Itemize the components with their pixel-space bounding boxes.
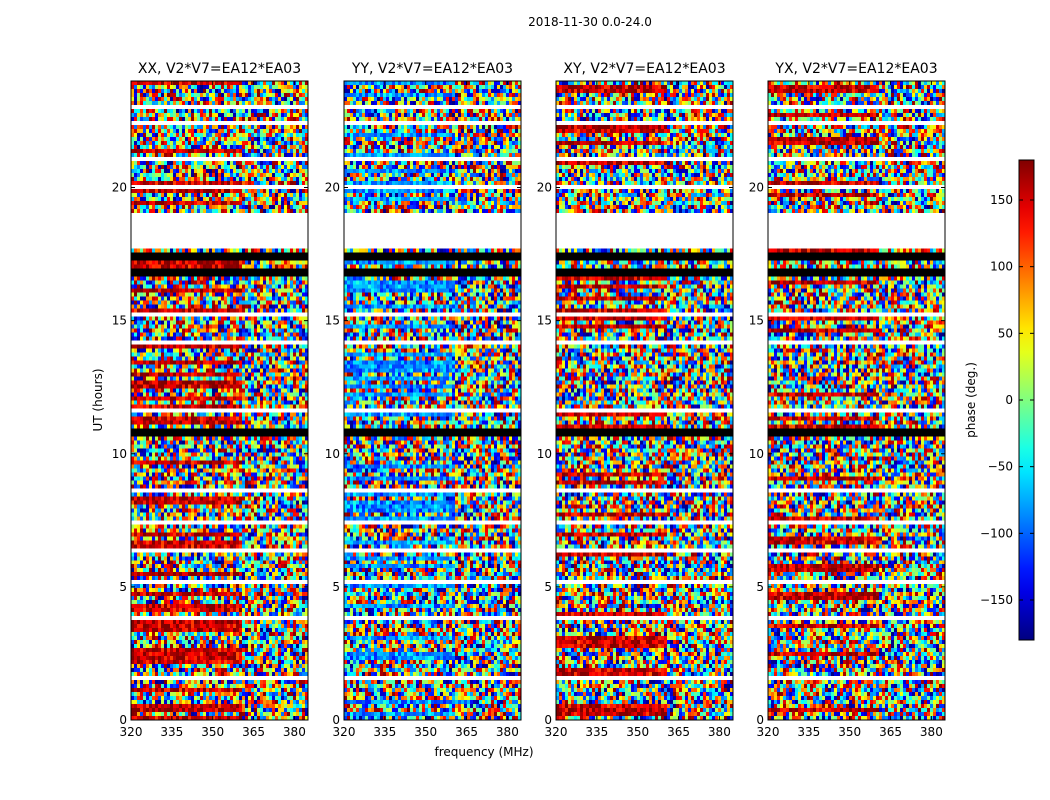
panel-1: YY, V2*V7=EA12*EA03 320 335 350 365 380 0 5 10 15…	[325, 61, 522, 739]
panel-3: YX, V2*V7=EA12*EA03 320 335 350 365 380 0 5 10 15…	[749, 61, 946, 739]
y-tick-label: 10	[325, 447, 340, 461]
panel-title: XY, V2*V7=EA12*EA03	[563, 61, 725, 77]
colorbar-tick-label: 50	[998, 326, 1013, 340]
x-tick-label: 335	[373, 725, 396, 739]
colorbar-tick-label: 100	[990, 260, 1013, 274]
colorbar-tick-label: −150	[980, 593, 1013, 607]
y-tick-label: 5	[119, 580, 127, 594]
colorbar-tick-label: 0	[1005, 393, 1013, 407]
x-tick-label: 380	[283, 725, 306, 739]
x-tick-label: 350	[414, 725, 437, 739]
heatmap-image	[556, 81, 733, 720]
y-tick-label: 15	[112, 314, 127, 328]
panel-title: YX, V2*V7=EA12*EA03	[774, 61, 937, 77]
heatmap-image	[131, 81, 308, 720]
x-tick-label: 350	[626, 725, 649, 739]
x-tick-label: 335	[797, 725, 820, 739]
y-tick-label: 10	[749, 447, 764, 461]
y-tick-label: 15	[749, 314, 764, 328]
y-tick-label: 20	[749, 181, 764, 195]
y-tick-label: 5	[756, 580, 764, 594]
y-tick-label: 15	[325, 314, 340, 328]
panels-group: XX, V2*V7=EA12*EA03 320 335 350 365 380 0 5 10 15…	[112, 61, 946, 739]
heatmap-image	[344, 81, 521, 720]
x-tick-label: 365	[455, 725, 478, 739]
x-tick-label: 335	[160, 725, 183, 739]
y-axis-label: UT (hours)	[91, 368, 105, 431]
x-tick-label: 320	[333, 725, 356, 739]
y-tick-label: 10	[537, 447, 552, 461]
y-tick-label: 10	[112, 447, 127, 461]
colorbar-label: phase (deg.)	[964, 362, 978, 438]
y-tick-label: 20	[537, 181, 552, 195]
plot-frame	[767, 80, 946, 721]
colorbar-tick-label: 150	[990, 193, 1013, 207]
x-tick-label: 365	[667, 725, 690, 739]
y-tick-label: 0	[544, 713, 552, 727]
y-tick-label: 0	[332, 713, 340, 727]
x-tick-label: 350	[201, 725, 224, 739]
colorbar-tick-label: −100	[980, 526, 1013, 540]
x-axis-label: frequency (MHz)	[434, 745, 533, 759]
heatmap-image	[768, 81, 945, 720]
y-tick-label: 0	[756, 713, 764, 727]
panel-2: XY, V2*V7=EA12*EA03 320 335 350 365 380 0 5 10 15…	[537, 61, 734, 739]
x-tick-label: 320	[120, 725, 143, 739]
x-tick-label: 335	[585, 725, 608, 739]
x-tick-label: 380	[708, 725, 731, 739]
x-tick-label: 365	[242, 725, 265, 739]
x-tick-label: 380	[920, 725, 943, 739]
colorbar: −150 −100 −50 0 50 100 150 phase (deg.)	[964, 159, 1035, 641]
x-tick-label: 380	[496, 725, 519, 739]
y-tick-label: 20	[112, 181, 127, 195]
y-tick-label: 15	[537, 314, 552, 328]
y-tick-label: 5	[544, 580, 552, 594]
plot-frame	[555, 80, 734, 721]
x-tick-label: 365	[879, 725, 902, 739]
figure-suptitle: 2018-11-30 0.0-24.0	[528, 15, 652, 29]
x-tick-label: 350	[838, 725, 861, 739]
panel-title: XX, V2*V7=EA12*EA03	[138, 61, 301, 77]
y-tick-label: 0	[119, 713, 127, 727]
x-tick-label: 320	[545, 725, 568, 739]
panel-0: XX, V2*V7=EA12*EA03 320 335 350 365 380 0 5 10 15…	[112, 61, 309, 739]
plot-frame	[343, 80, 522, 721]
y-tick-label: 20	[325, 181, 340, 195]
x-tick-label: 320	[757, 725, 780, 739]
panel-title: YY, V2*V7=EA12*EA03	[351, 61, 513, 77]
colorbar-tick-label: −50	[988, 460, 1013, 474]
plot-frame	[130, 80, 309, 721]
y-tick-label: 5	[332, 580, 340, 594]
